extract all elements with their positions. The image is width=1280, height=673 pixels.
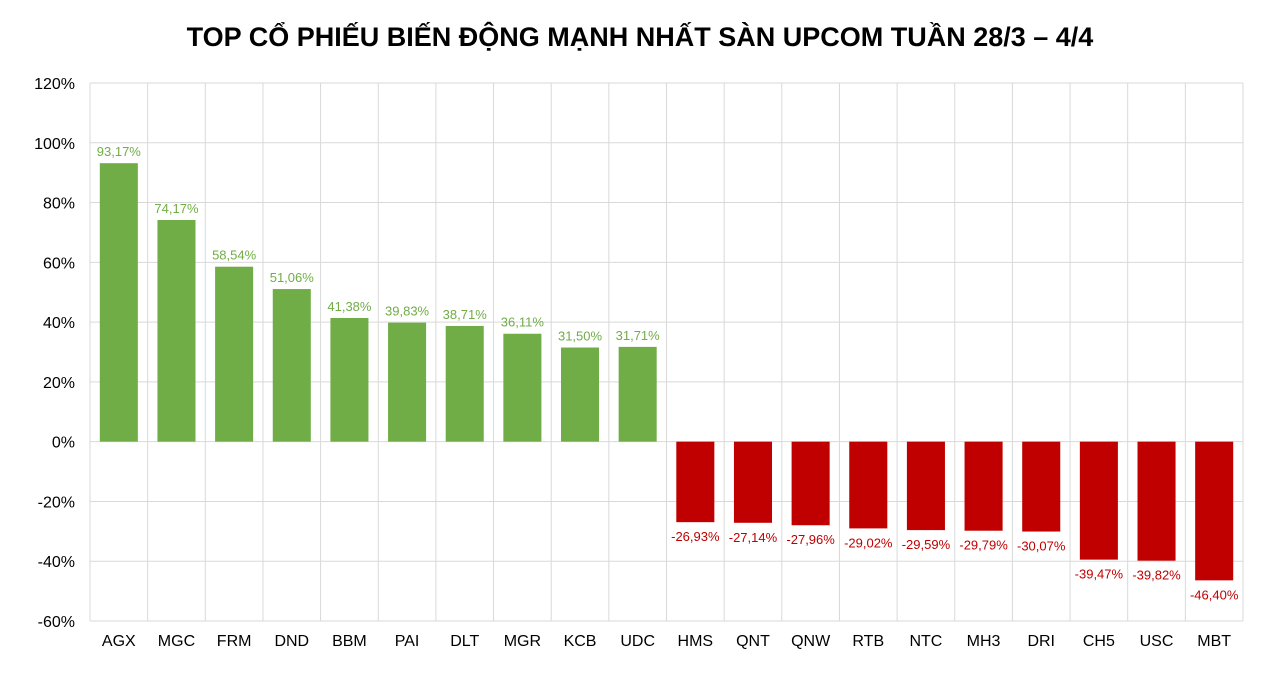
bar-ch5 <box>1079 441 1118 560</box>
x-tick-label: PAI <box>395 633 420 650</box>
x-tick-label: HMS <box>678 633 714 650</box>
x-tick-label: NTC <box>909 633 942 650</box>
bar-bbm <box>330 317 369 442</box>
bar-mgr <box>503 333 542 442</box>
x-tick-label: CH5 <box>1083 633 1115 650</box>
data-label: 51,06% <box>270 270 315 285</box>
data-label: -46,40% <box>1190 587 1239 602</box>
y-tick-label: 0% <box>52 435 75 452</box>
data-label: 58,54% <box>212 248 257 263</box>
bar-mgc <box>157 219 196 442</box>
bars <box>99 163 1234 581</box>
bar-qnw <box>791 441 830 526</box>
y-tick-label: 20% <box>43 375 75 392</box>
data-label: -29,59% <box>902 537 951 552</box>
bar-usc <box>1137 441 1176 561</box>
bar-hms <box>676 441 715 523</box>
bar-dri <box>1022 441 1061 532</box>
grid-lines <box>89 82 1244 622</box>
bar-ntc <box>906 441 945 531</box>
data-label: -39,47% <box>1075 567 1124 582</box>
x-tick-label: MGR <box>504 633 541 650</box>
bar-rtb <box>849 441 888 529</box>
bar-udc <box>618 346 657 442</box>
x-tick-label: QNW <box>791 633 831 650</box>
y-tick-label: 80% <box>43 196 75 213</box>
y-tick-label: 60% <box>43 255 75 272</box>
x-tick-label: UDC <box>620 633 655 650</box>
data-label: -27,14% <box>729 530 778 545</box>
y-tick-label: -20% <box>38 494 75 511</box>
bar-kcb <box>561 347 600 442</box>
data-labels: 93,17% 74,17% 58,54% 51,06% 41,38% 39,83% 38,7… <box>97 144 1239 602</box>
x-tick-label: USC <box>1140 633 1174 650</box>
x-tick-label: RTB <box>852 633 884 650</box>
data-label: 31,50% <box>558 329 603 344</box>
data-label: -26,93% <box>671 529 720 544</box>
x-tick-label: BBM <box>332 633 367 650</box>
bar-mbt <box>1195 441 1234 581</box>
data-label: 31,71% <box>616 328 661 343</box>
bar-dlt <box>445 325 484 442</box>
bar-frm <box>215 266 254 442</box>
x-tick-label: MGC <box>158 633 195 650</box>
data-label: -29,79% <box>959 538 1008 553</box>
bar-dnd <box>272 289 311 442</box>
bar-agx <box>99 163 138 442</box>
x-tick-label: QNT <box>736 633 770 650</box>
bar-mh3 <box>964 441 1003 531</box>
data-label: 39,83% <box>385 304 430 319</box>
data-label: -29,02% <box>844 535 893 550</box>
x-axis: AGX MGC FRM DND BBM PAI DLT MGR KCB UDC HMS QNT QNW R… <box>102 633 1231 650</box>
x-tick-label: FRM <box>217 633 252 650</box>
x-tick-label: DND <box>274 633 309 650</box>
data-label: -27,96% <box>786 532 835 547</box>
bar-qnt <box>733 441 772 523</box>
x-tick-label: MBT <box>1197 633 1231 650</box>
data-label: -30,07% <box>1017 539 1066 554</box>
y-tick-label: 100% <box>34 136 75 153</box>
y-tick-label: 120% <box>34 76 75 93</box>
data-label: 36,11% <box>501 315 545 330</box>
data-label: 41,38% <box>327 299 372 314</box>
y-tick-label: -40% <box>38 554 75 571</box>
data-label: 74,17% <box>154 201 199 216</box>
y-tick-label: 40% <box>43 315 75 332</box>
bar-pai <box>388 322 427 442</box>
y-axis: 120% 100% 80% 60% 40% 20% 0% -20% -40% -60% <box>34 76 75 631</box>
y-tick-label: -60% <box>38 614 75 631</box>
x-tick-label: AGX <box>102 633 136 650</box>
x-tick-label: MH3 <box>967 633 1001 650</box>
data-label: 38,71% <box>443 307 488 322</box>
x-tick-label: KCB <box>564 633 597 650</box>
x-tick-label: DLT <box>450 633 479 650</box>
x-tick-label: DRI <box>1027 633 1055 650</box>
data-label: 93,17% <box>97 144 142 159</box>
chart-title: TOP CỔ PHIẾU BIẾN ĐỘNG MẠNH NHẤT SÀN UPC… <box>186 22 1094 52</box>
data-label: -39,82% <box>1132 568 1181 583</box>
